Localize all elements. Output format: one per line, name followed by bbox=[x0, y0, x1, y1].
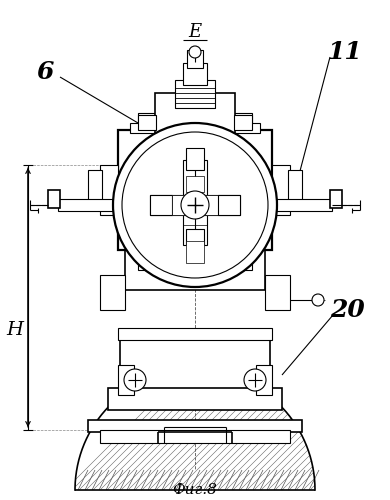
Bar bbox=[58, 199, 120, 211]
Bar bbox=[150, 195, 240, 215]
Bar bbox=[186, 176, 204, 192]
Bar bbox=[100, 430, 290, 443]
Polygon shape bbox=[75, 370, 315, 490]
Text: H: H bbox=[7, 321, 23, 339]
Bar bbox=[186, 241, 204, 263]
Bar bbox=[202, 195, 218, 215]
Bar bbox=[218, 195, 240, 215]
Bar bbox=[272, 165, 290, 215]
Text: 20: 20 bbox=[331, 298, 365, 322]
Bar bbox=[120, 340, 270, 390]
Bar bbox=[88, 420, 302, 432]
Bar bbox=[118, 365, 134, 395]
Bar bbox=[265, 275, 290, 310]
Bar bbox=[100, 275, 125, 310]
Bar bbox=[88, 170, 102, 210]
Circle shape bbox=[122, 132, 268, 278]
Bar bbox=[186, 229, 204, 245]
Bar bbox=[138, 252, 252, 270]
Bar bbox=[138, 115, 156, 130]
Circle shape bbox=[124, 369, 146, 391]
Circle shape bbox=[312, 294, 324, 306]
Bar bbox=[118, 328, 272, 340]
Bar bbox=[118, 130, 272, 250]
Circle shape bbox=[181, 191, 209, 219]
Circle shape bbox=[244, 369, 266, 391]
Bar bbox=[130, 123, 260, 133]
Text: E: E bbox=[188, 23, 202, 41]
Bar bbox=[187, 50, 203, 68]
Bar bbox=[330, 190, 342, 208]
Bar bbox=[108, 388, 282, 410]
Bar bbox=[172, 195, 188, 215]
Circle shape bbox=[189, 46, 201, 58]
Bar bbox=[234, 115, 252, 130]
Bar bbox=[138, 113, 252, 123]
Bar bbox=[150, 195, 172, 215]
Text: 11: 11 bbox=[328, 40, 362, 64]
Bar bbox=[183, 63, 207, 85]
Bar bbox=[125, 235, 265, 290]
Bar bbox=[100, 165, 118, 215]
Bar bbox=[183, 160, 207, 245]
Bar bbox=[155, 93, 235, 133]
Bar bbox=[186, 148, 204, 170]
Circle shape bbox=[113, 123, 277, 287]
Bar bbox=[48, 190, 60, 208]
Bar bbox=[270, 199, 332, 211]
Bar bbox=[256, 365, 272, 395]
Text: Фиг.8: Фиг.8 bbox=[172, 483, 218, 497]
Bar bbox=[175, 80, 215, 108]
Text: 6: 6 bbox=[36, 60, 54, 84]
Bar bbox=[288, 170, 302, 210]
